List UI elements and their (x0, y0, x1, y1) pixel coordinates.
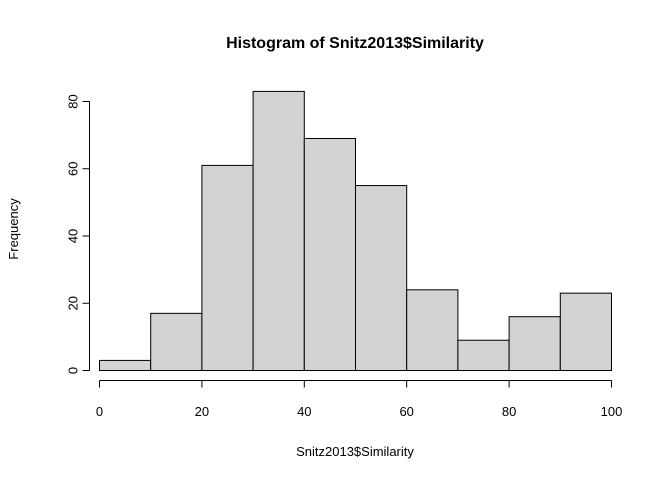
histogram-bar-30-40 (252, 90, 305, 371)
y-axis: 0 20 40 60 80 (66, 94, 90, 374)
chart-title: Histogram of Snitz2013$Similarity (226, 35, 484, 52)
histogram-bar-20-30 (201, 164, 254, 371)
histogram-bar-0-10 (99, 359, 152, 372)
y-tick-label-60: 60 (66, 162, 81, 176)
histogram-bar-40-50 (303, 137, 356, 371)
bars-group (99, 90, 612, 372)
x-tick-label-100: 100 (601, 404, 623, 419)
y-tick-label-40: 40 (66, 229, 81, 243)
x-tick-label-20: 20 (195, 404, 209, 419)
histogram-bar-10-20 (150, 312, 203, 371)
x-tick-label-80: 80 (502, 404, 516, 419)
y-tick-label-0: 0 (66, 367, 81, 374)
x-tick-label-40: 40 (297, 404, 311, 419)
x-axis: 0 20 40 60 80 100 (96, 380, 623, 419)
histogram-bar-50-60 (355, 185, 408, 371)
x-axis-label: Snitz2013$Similarity (296, 444, 414, 459)
y-tick-label-20: 20 (66, 296, 81, 310)
histogram-bar-80-90 (508, 316, 561, 372)
y-tick-label-80: 80 (66, 94, 81, 108)
histogram-bar-70-80 (457, 339, 510, 371)
x-tick-label-0: 0 (96, 404, 103, 419)
y-axis-label: Frequency (6, 198, 21, 260)
histogram-bar-60-70 (406, 289, 459, 371)
x-tick-label-60: 60 (399, 404, 413, 419)
histogram-bar-90-100 (559, 292, 612, 372)
